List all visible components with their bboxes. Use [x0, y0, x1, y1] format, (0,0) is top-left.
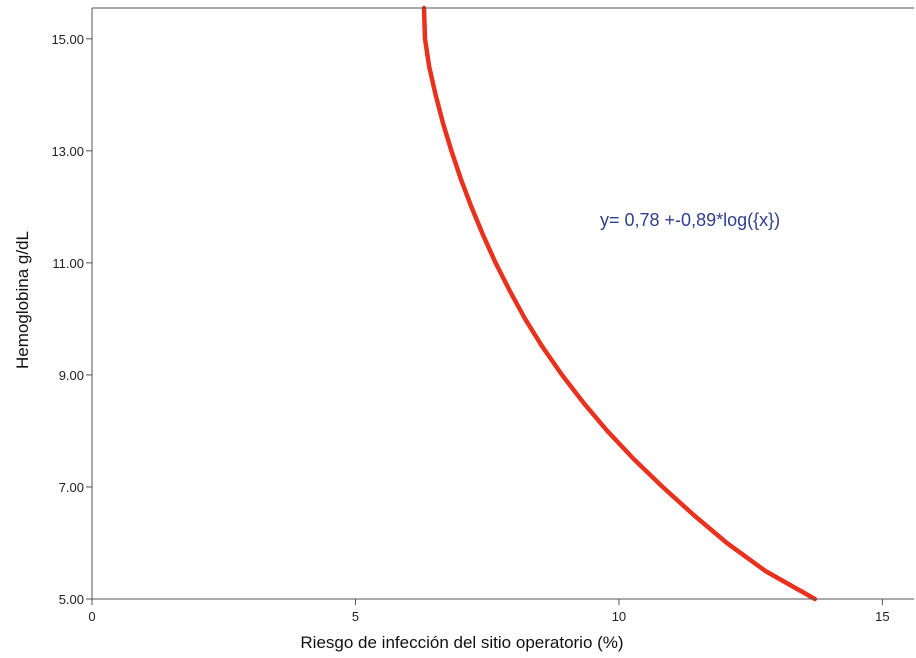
- x-ticks: 0 5 10 15: [88, 599, 890, 624]
- fit-curve-line: [421, 5, 818, 602]
- x-tick-label: 0: [88, 609, 95, 624]
- y-tick-label: 7.00: [59, 480, 84, 495]
- y-ticks: 5.00 7.00 9.00 11.00 13.00 15.00: [51, 32, 92, 607]
- y-axis-title: Hemoglobina g/dL: [13, 231, 32, 369]
- y-tick-label: 5.00: [59, 592, 84, 607]
- plot-area: [92, 8, 914, 599]
- curve-layer: [421, 5, 818, 602]
- x-axis-title: Riesgo de infección del sitio operatorio…: [300, 633, 623, 652]
- y-tick-label: 11.00: [52, 256, 84, 271]
- x-tick-label: 10: [612, 609, 626, 624]
- y-tick-label: 13.00: [51, 144, 84, 159]
- y-tick-label: 15.00: [51, 32, 84, 47]
- y-tick-label: 9.00: [59, 368, 84, 383]
- x-tick-label: 5: [352, 609, 359, 624]
- equation-annotation: y= 0,78 +-0,89*log({x}): [600, 210, 780, 230]
- x-tick-label: 15: [875, 609, 889, 624]
